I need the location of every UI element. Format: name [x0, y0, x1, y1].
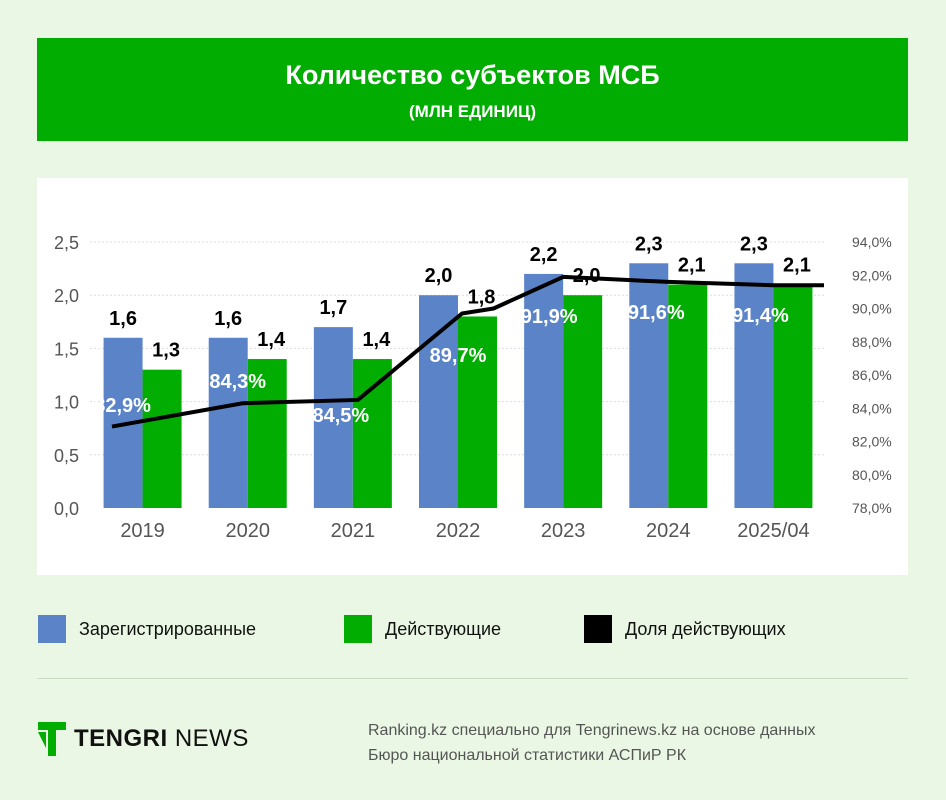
bar-active [563, 295, 603, 508]
chart-legend: Зарегистрированные Действующие Доля дейс… [0, 614, 946, 646]
bar-label-registered: 2,3 [635, 233, 663, 255]
bar-active [352, 359, 392, 508]
x-tick-label: 2024 [646, 520, 691, 542]
bar-registered [629, 263, 669, 508]
share-line [111, 274, 824, 429]
bar-registered [419, 295, 458, 508]
share-data-label: 91,4% [732, 305, 789, 327]
bar-registered [313, 327, 353, 508]
chart-header: Количество субъектов МСБ (МЛН ЕДИНИЦ) [37, 38, 908, 141]
bar-label-active: 1,8 [468, 286, 496, 308]
bar-label-active: 1,3 [152, 340, 180, 362]
bar-label-registered: 2,2 [530, 244, 558, 266]
share-data-label: 91,9% [521, 306, 578, 328]
legend-swatch-share [584, 615, 612, 643]
x-tick-label: 2023 [541, 520, 586, 542]
legend-label-share: Доля действующих [625, 618, 786, 639]
tengri-news-logo: TENGRI NEWS [38, 722, 249, 756]
chart-panel: 0,0 0,5 1,0 1,5 2,0 2,5 78,0% 80,0% 82,0% 84,0% 86… [37, 178, 908, 575]
chart-title: Количество субъектов МСБ [285, 60, 660, 90]
y-right-tick-label: 84,0% [852, 400, 892, 416]
y-right-tick-label: 92,0% [852, 267, 892, 283]
footer-divider [37, 678, 908, 679]
bar-label-active: 1,4 [362, 329, 391, 351]
bar-label-registered: 2,3 [740, 233, 768, 255]
legend-label-active: Действующие [385, 618, 502, 639]
bar-active [668, 284, 708, 508]
y-right-tick-label: 94,0% [852, 234, 892, 250]
bar-registered [208, 337, 248, 508]
logo-text-bold: TENGRI [74, 725, 168, 752]
y-left-tick-label: 2,5 [54, 233, 79, 253]
chart-subtitle: (МЛН ЕДИНИЦ) [409, 102, 536, 121]
y-left-tick-label: 0,0 [54, 499, 79, 519]
y-right-tick-label: 88,0% [852, 334, 892, 350]
share-data-label: 82,9% [94, 395, 151, 417]
source-line-1: Ranking.kz специально для Tengrinews.kz … [368, 722, 816, 739]
source-line-2: Бюро национальной статистики АСПиР РК [368, 747, 687, 764]
bar-label-active: 2,1 [783, 255, 811, 277]
legend-swatch-active [344, 615, 372, 643]
bar-active [142, 369, 182, 508]
bar-active [458, 316, 497, 508]
share-data-label: 89,7% [430, 345, 487, 367]
legend-label-registered: Зарегистрированные [79, 618, 257, 639]
legend-item-share: Доля действующих [584, 614, 786, 644]
bar-label-registered: 2,0 [425, 265, 453, 287]
y-right-tick-label: 86,0% [852, 367, 892, 383]
y-right-tick-label: 78,0% [852, 500, 892, 516]
bar-label-active: 1,4 [257, 329, 286, 351]
y-left-tick-label: 1,0 [54, 393, 79, 413]
tengri-logo-icon [38, 722, 66, 756]
x-tick-label: 2022 [436, 520, 481, 542]
y-left-tick-label: 0,5 [54, 446, 79, 466]
legend-item-registered: Зарегистрированные [38, 614, 256, 644]
bar-active [773, 284, 813, 508]
legend-swatch-registered [38, 615, 66, 643]
x-tick-label: 2020 [225, 520, 270, 542]
logo-text: TENGRI NEWS [74, 725, 249, 753]
x-tick-label: 2025/04 [737, 520, 809, 542]
y-left-tick-label: 2,0 [54, 286, 79, 306]
y-right-tick-label: 80,0% [852, 467, 892, 483]
bar-label-active: 2,1 [678, 255, 706, 277]
logo-text-light: NEWS [174, 725, 249, 752]
bar-registered [524, 273, 564, 508]
share-data-label: 91,6% [628, 302, 685, 324]
x-tick-label: 2019 [120, 520, 165, 542]
y-left-tick-label: 1,5 [54, 339, 79, 359]
source-note: Ranking.kz специально для Tengrinews.kz … [368, 718, 816, 768]
y-right-tick-label: 82,0% [852, 434, 892, 450]
bar-label-registered: 1,6 [109, 308, 137, 330]
y-right-tick-label: 90,0% [852, 301, 892, 317]
bar-registered [734, 263, 774, 508]
chart-svg: 0,0 0,5 1,0 1,5 2,0 2,5 78,0% 80,0% 82,0% 84,0% 86… [54, 233, 892, 542]
share-data-label: 84,5% [312, 405, 369, 427]
share-data-label: 84,3% [209, 371, 266, 393]
legend-item-active: Действующие [344, 614, 501, 644]
bar-label-registered: 1,6 [214, 308, 242, 330]
bar-label-registered: 1,7 [319, 297, 347, 319]
bar-active [247, 359, 287, 508]
x-tick-label: 2021 [331, 520, 376, 542]
